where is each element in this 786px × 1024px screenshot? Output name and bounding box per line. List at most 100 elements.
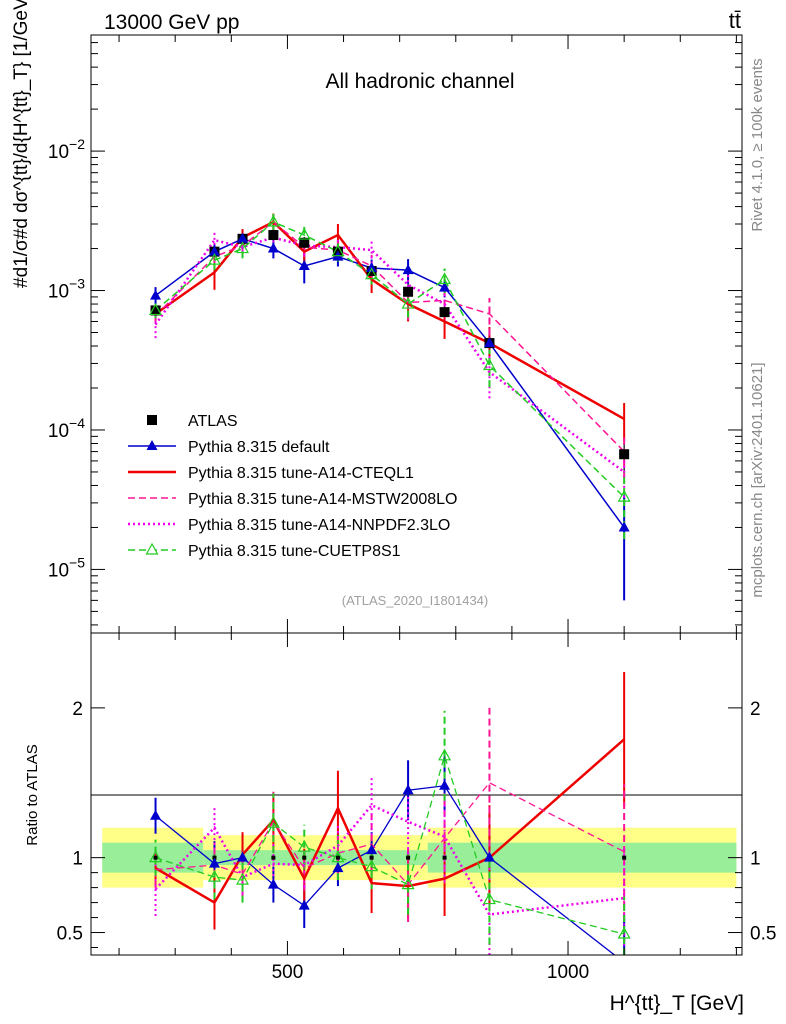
pythia-8-315-default-marker — [237, 232, 249, 243]
pythia-8-315-default-marker — [618, 521, 630, 532]
pythia-8-315-tune-cuetp8s1-marker — [482, 358, 496, 371]
legend-atlas-marker — [147, 415, 157, 425]
atlas-data-point — [403, 286, 414, 297]
atlas-data-point — [299, 237, 310, 248]
pythia-8-315-default-ratio-marker — [267, 878, 279, 889]
ratio-error-bars — [154, 671, 626, 955]
pythia-8-315-default-marker — [267, 242, 279, 253]
pythia-8-315-tune-cuetp8s1-marker — [365, 267, 379, 280]
legend-pythia-8-315-tune-cuetp8s1-marker — [145, 542, 159, 555]
atlas-data-point — [619, 449, 630, 460]
pythia-8-315-tune-cuetp8s1-ratio-marker — [149, 850, 163, 863]
pythia-8-315-tune-cuetp8s1-marker — [438, 272, 452, 285]
legend-entry-label: ATLAS — [188, 413, 238, 430]
x-tick-label: 1000 — [547, 962, 589, 983]
pythia-8-315-tune-cuetp8s1-marker — [149, 303, 163, 316]
atlas-ratio-point — [406, 855, 411, 860]
main-y-tick-label: 10−5 — [48, 554, 85, 581]
pythia-8-315-tune-cuetp8s1-ratio-marker — [236, 872, 250, 885]
pythia-8-315-tune-cuetp8s1-ratio-marker — [401, 877, 415, 890]
pythia-8-315-default-ratio-marker — [237, 851, 249, 862]
atlas-data-point — [268, 230, 279, 241]
pythia-8-315-tune-cuetp8s1-ratio-marker — [617, 926, 631, 939]
main-axis-ticks: 10−2 10−3 10−4 10−5 — [48, 35, 742, 633]
legend-pythia-8-315-default-marker — [146, 440, 158, 450]
pythia-8-315-tune-cuetp8s1-ratio-line — [155, 753, 625, 935]
pythia-8-315-tune-cuetp8s1-marker — [401, 296, 415, 309]
pythia-8-315-tune-cuetp8s1-marker — [331, 244, 345, 257]
legend-entry-label: Pythia 8.315 tune-A14-CTEQL1 — [188, 465, 414, 482]
pythia-8-315-tune-cuetp8s1-ratio-marker — [438, 748, 452, 761]
pythia-8-315-tune-cuetp8s1-ratio-marker — [266, 815, 280, 828]
pythia-8-315-tune-cuetp8s1-marker — [266, 214, 280, 227]
pythia-8-315-tune-a14-nnpdf2-3lo-ratio-line — [154, 803, 625, 916]
ratio-y-tick-label: 2 — [72, 699, 83, 720]
main-plot-panel: 10−2 10−3 10−4 10−5 All hadronic channel (A… — [11, 0, 743, 634]
atlas-data-point — [150, 305, 161, 316]
uncertainty-bands — [102, 827, 737, 888]
ratio-y-tick-label: 0.5 — [57, 924, 83, 945]
legend-entry-label: Pythia 8.315 tune-A14-MSTW2008LO — [188, 491, 457, 508]
main-y-axis-label: #d1/σ#d dσ^{tt}/d{H^{tt}_T} [1/GeV] — [11, 0, 32, 288]
legend-entry-label: Pythia 8.315 default — [188, 439, 330, 456]
ratio-y-tick-label: 1 — [72, 849, 83, 870]
legend-entry-label: Pythia 8.315 tune-A14-NNPDF2.3LO — [188, 517, 450, 534]
rivet-version-label: Rivet 4.1.0, ≥ 100k events — [749, 58, 766, 231]
pythia-8-315-default-ratio-marker — [150, 809, 162, 820]
ratio-frame — [90, 632, 743, 956]
pythia-8-315-tune-cuetp8s1-ratio-marker — [297, 839, 311, 852]
analysis-watermark: (ATLAS_2020_I1801434) — [342, 593, 488, 608]
pythia-8-315-default-ratio-marker — [439, 779, 451, 790]
energy-label: 13000 GeV pp — [104, 11, 239, 34]
pythia-8-315-tune-cuetp8s1-marker — [236, 241, 250, 254]
ratio-markers — [149, 748, 631, 939]
pythia-8-315-tune-cuetp8s1-ratio-marker — [331, 850, 345, 863]
pythia-8-315-tune-a14-mstw2008lo-ratio-line — [155, 781, 625, 886]
atlas-ratio-point — [271, 855, 276, 860]
pythia-8-315-tune-a14-nnpdf2-3lo-line — [154, 236, 625, 473]
pythia-8-315-default-ratio-marker — [483, 851, 495, 862]
pythia-8-315-default-marker — [150, 289, 162, 300]
pythia-8-315-tune-cuetp8s1-marker — [617, 489, 631, 502]
atlas-ratio-point — [442, 855, 447, 860]
pythia-8-315-tune-a14-cteql1-line — [154, 220, 625, 421]
main-y-tick-label: 10−2 — [48, 136, 85, 163]
pythia-8-315-default-marker — [298, 259, 310, 270]
pythia-8-315-default-ratio-marker — [366, 844, 378, 855]
mcplots-source-label: mcplots.cern.ch [arXiv:2401.10621] — [749, 362, 766, 597]
plot-title: All hadronic channel — [325, 70, 514, 93]
atlas-ratio-point — [153, 855, 158, 860]
process-label: tt̄ — [729, 8, 741, 33]
pythia-8-315-tune-cuetp8s1-ratio-marker — [482, 892, 496, 905]
ratio-y-axis-label: Ratio to ATLAS — [24, 744, 41, 845]
pythia-8-315-default-ratio-marker — [208, 857, 220, 868]
pythia-8-315-default-marker — [439, 281, 451, 292]
pythia-8-315-default-line — [155, 237, 625, 528]
stat-uncertainty-band — [427, 842, 737, 873]
pythia-8-315-tune-cuetp8s1-marker — [297, 227, 311, 240]
main-y-tick-label: 10−3 — [48, 276, 85, 303]
pythia-8-315-default-ratio-marker — [402, 784, 414, 795]
pythia-8-315-default-marker — [208, 245, 220, 256]
ratio-y-tick-label-right: 1 — [750, 849, 761, 870]
legend: ATLAS Pythia 8.315 default Pythia 8.315 tu… — [128, 413, 457, 560]
pythia-8-315-tune-cuetp8s1-ratio-marker — [207, 869, 221, 882]
ratio-y-tick-label-right: 2 — [750, 699, 761, 720]
x-tick-label: 500 — [272, 962, 304, 983]
x-axis-label: H^{tt}_T [GeV] — [610, 992, 744, 1015]
main-markers — [149, 214, 631, 532]
pythia-8-315-tune-cuetp8s1-ratio-marker — [365, 859, 379, 872]
ratio-axis-ticks: 0.5 0.5 1 1 2 2 500 1000 — [57, 633, 776, 983]
pythia-8-315-default-marker — [483, 337, 495, 348]
ratio-y-tick-label-right: 0.5 — [750, 924, 776, 945]
atlas-ratio-point — [302, 855, 307, 860]
pythia-8-315-default-marker — [402, 264, 414, 275]
pythia-8-315-default-ratio-marker — [298, 899, 310, 910]
atlas-ratio-point — [622, 855, 627, 860]
atlas-ratio-point — [369, 855, 374, 860]
pythia-8-315-tune-cuetp8s1-marker — [207, 252, 221, 265]
atlas-ratio-point — [335, 855, 340, 860]
ratio-plot-panel: 0.5 0.5 1 1 2 2 500 1000 Ratio to ATLAS H^{tt}_… — [24, 632, 776, 1015]
legend-entry-label: Pythia 8.315 tune-CUETP8S1 — [188, 543, 401, 560]
